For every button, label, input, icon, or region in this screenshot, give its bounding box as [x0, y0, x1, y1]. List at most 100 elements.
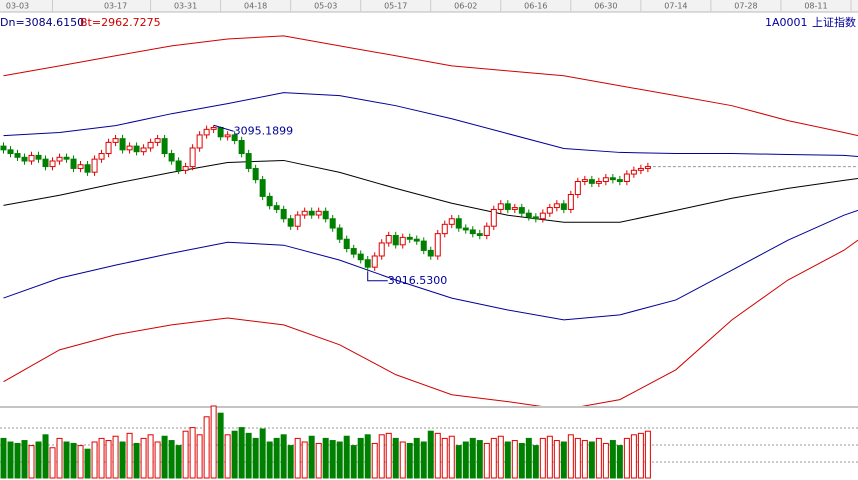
candle-body	[616, 179, 623, 182]
volume-bar	[413, 437, 420, 479]
x-tick-label: 06-16	[524, 2, 547, 11]
volume-bar	[189, 427, 196, 479]
volume-bar	[504, 441, 511, 479]
x-tick-label: 03-31	[174, 2, 197, 11]
volume-bar	[210, 405, 217, 479]
candle-body	[483, 225, 490, 237]
candle-body	[266, 195, 273, 207]
candle-body	[357, 253, 364, 261]
volume-bar	[525, 437, 532, 479]
volume-bar	[343, 435, 350, 479]
volume-bar	[14, 442, 21, 479]
band-line	[3, 159, 858, 223]
candle-body	[336, 227, 343, 240]
volume-bar	[133, 442, 140, 479]
volume-bar	[553, 440, 560, 479]
volume-bar	[308, 435, 315, 479]
volume-bar	[448, 435, 455, 479]
candle-body	[588, 179, 595, 184]
candle-body	[0, 145, 7, 151]
volume-bar	[490, 437, 497, 479]
volume-bar	[294, 437, 301, 479]
volume-bar	[91, 441, 98, 479]
x-tick-label: 04-18	[244, 2, 267, 11]
candle-body	[182, 166, 189, 171]
candle-body	[385, 235, 392, 244]
candle-body	[140, 147, 147, 153]
candle-body	[14, 153, 21, 158]
candle-body	[210, 126, 217, 130]
x-tick-label: 06-30	[594, 2, 617, 11]
candle-body	[112, 138, 119, 143]
candle-body	[497, 203, 504, 210]
candle-body	[203, 128, 210, 136]
candle-body	[490, 208, 497, 227]
candle-body	[175, 160, 182, 171]
candle-body	[133, 145, 140, 153]
candle-body	[301, 210, 308, 216]
candle-body	[560, 203, 567, 210]
volume-bar	[322, 437, 329, 479]
volume-bar	[42, 434, 49, 479]
volume-bar	[84, 448, 91, 479]
volume-bar	[434, 432, 441, 479]
volume-bar	[399, 441, 406, 479]
candle-body	[427, 249, 434, 257]
x-tick-label: 07-14	[664, 2, 687, 11]
volume-bar	[56, 437, 63, 479]
volume-bar	[154, 441, 161, 479]
volume-bar	[287, 445, 294, 479]
candle-body	[49, 160, 56, 168]
volume-bar	[7, 441, 14, 479]
high-annotation: 3095.1899	[234, 124, 294, 137]
volume-bar	[329, 440, 336, 479]
volume-bar	[273, 437, 280, 479]
x-tick-label: 06-02	[454, 2, 477, 11]
volume-bar	[637, 432, 644, 479]
x-tick-label: 05-03	[314, 2, 337, 11]
candle-body	[322, 210, 329, 220]
candle-body	[189, 147, 196, 168]
candle-body	[154, 138, 161, 143]
candle-body	[532, 216, 539, 220]
volume-bar	[0, 437, 7, 479]
volume-bar	[21, 440, 28, 479]
volume-bar	[147, 434, 154, 479]
candle-body	[42, 158, 49, 168]
candle-body	[315, 210, 322, 216]
volume-bar	[49, 447, 56, 479]
candle-body	[259, 179, 266, 197]
volume-bar	[105, 440, 112, 479]
volume-bar	[196, 434, 203, 479]
candle-body	[567, 194, 574, 210]
candle-body	[28, 154, 35, 162]
candle-body	[448, 218, 455, 225]
volume-bar	[245, 432, 252, 479]
volume-bar	[35, 441, 42, 479]
candle-body	[70, 158, 77, 169]
volume-bar	[301, 441, 308, 479]
candle-body	[511, 207, 518, 210]
candle-body	[329, 218, 336, 229]
volume-bar	[609, 440, 616, 479]
band-line	[3, 35, 858, 137]
index-code: 1A0001	[765, 16, 808, 29]
volume-bar	[350, 445, 357, 479]
candle-body	[364, 259, 371, 268]
candle-body	[98, 153, 105, 160]
candle-body	[455, 218, 462, 229]
volume-bar	[511, 440, 518, 479]
candle-body	[280, 208, 287, 220]
x-tick-label: 03-03	[6, 2, 29, 11]
candle-body	[441, 223, 448, 235]
candle-body	[105, 141, 112, 155]
candle-body	[7, 149, 14, 155]
volume-bar	[266, 441, 273, 479]
candle-body	[525, 212, 532, 218]
low-pointer	[367, 271, 388, 282]
volume-bar	[98, 437, 105, 479]
volume-bar	[385, 432, 392, 479]
volume-bar	[588, 441, 595, 479]
volume-bar	[539, 437, 546, 479]
